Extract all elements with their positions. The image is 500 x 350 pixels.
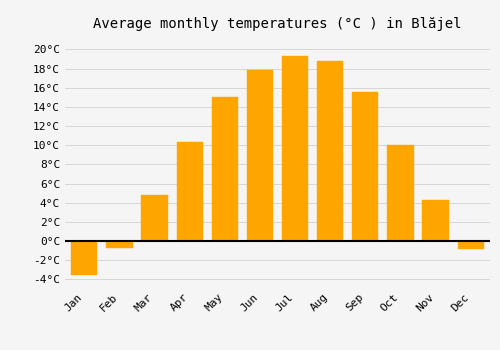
Bar <box>458 241 484 248</box>
Bar <box>212 97 238 241</box>
Bar <box>282 56 308 241</box>
Bar <box>142 195 168 241</box>
Title: Average monthly temperatures (°C ) in Blăjel: Average monthly temperatures (°C ) in Bl… <box>93 17 462 31</box>
Bar <box>422 200 448 241</box>
Bar <box>388 145 413 241</box>
Bar <box>71 241 98 274</box>
Bar <box>317 61 344 241</box>
Bar <box>247 70 273 241</box>
Bar <box>176 142 203 241</box>
Bar <box>106 241 132 248</box>
Bar <box>352 92 378 241</box>
